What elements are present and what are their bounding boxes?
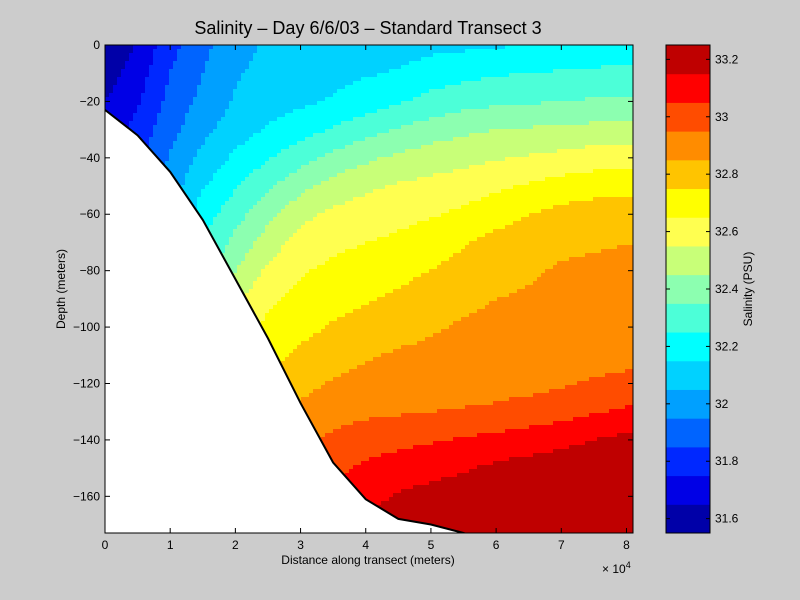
- colorbar-tick-label: 33.2: [715, 52, 739, 66]
- y-tick-label: −100: [73, 320, 100, 334]
- plot-area: [104, 44, 634, 534]
- colorbar-band: [666, 446, 710, 477]
- colorbar-tick-label: 32.8: [715, 167, 739, 181]
- y-axis: 0 −20 −40 −60 −80 −100 −120 −140 −160: [73, 38, 633, 503]
- colorbar-band: [666, 245, 710, 276]
- colorbar: 31.6 31.8 32 32.2 32.4 32.6 32.8 33 33.2 Salinit…: [665, 44, 755, 534]
- colorbar-band: [666, 188, 710, 218]
- x-tick-label: 4: [362, 538, 369, 552]
- x-axis-multiplier-base: × 10: [602, 562, 626, 576]
- colorbar-band: [666, 45, 710, 75]
- seafloor-line: [105, 109, 467, 533]
- colorbar-band: [666, 332, 710, 362]
- chart-title: Salinity – Day 6/6/03 – Standard Transec…: [194, 18, 541, 38]
- y-tick-label: −80: [80, 264, 101, 278]
- y-tick-label: −140: [73, 433, 100, 447]
- y-tick-label: −120: [73, 376, 100, 390]
- colorbar-band: [666, 217, 710, 247]
- x-axis-label: Distance along transect (meters): [281, 553, 454, 567]
- x-tick-label: 7: [558, 538, 565, 552]
- x-tick-label: 2: [232, 538, 239, 552]
- x-axis: 0 1 2 3 4 5 6 7 8: [102, 45, 630, 552]
- x-tick-label: 1: [167, 538, 174, 552]
- y-tick-label: −60: [80, 207, 101, 221]
- colorbar-tick-label: 32: [715, 397, 729, 411]
- colorbar-band: [666, 131, 710, 161]
- y-tick-label: −160: [73, 489, 100, 503]
- x-axis-multiplier: × 104: [602, 560, 631, 576]
- y-tick-label: −40: [80, 151, 101, 165]
- colorbar-label: Salinity (PSU): [741, 252, 755, 327]
- x-axis-multiplier-exponent: 4: [626, 560, 631, 570]
- seafloor-mask: [105, 109, 464, 533]
- colorbar-band: [666, 475, 710, 505]
- colorbar-tick-label: 33: [715, 110, 729, 124]
- x-tick-label: 0: [102, 538, 109, 552]
- colorbar-band: [666, 504, 710, 534]
- colorbar-band: [666, 303, 710, 333]
- x-tick-label: 6: [493, 538, 500, 552]
- colorbar-band: [666, 274, 710, 304]
- colorbar-band: [666, 102, 710, 132]
- y-axis-label: Depth (meters): [54, 249, 68, 329]
- colorbar-band: [666, 418, 710, 448]
- y-tick-label: −20: [80, 94, 101, 108]
- y-tick-label: 0: [93, 38, 100, 52]
- x-tick-label: 3: [297, 538, 304, 552]
- colorbar-ticks: 31.6 31.8 32 32.2 32.4 32.6 32.8 33 33.2: [666, 52, 739, 526]
- x-tick-label: 5: [428, 538, 435, 552]
- colorbar-bands: [666, 45, 710, 534]
- colorbar-band: [666, 159, 710, 190]
- colorbar-band: [666, 389, 710, 419]
- colorbar-band: [666, 73, 710, 103]
- colorbar-tick-label: 31.6: [715, 512, 739, 526]
- salinity-contour-field: [105, 45, 633, 533]
- plot-frame: [104, 44, 634, 534]
- colorbar-tick-label: 32.4: [715, 282, 739, 296]
- colorbar-tick-label: 31.8: [715, 454, 739, 468]
- colorbar-band: [666, 360, 710, 390]
- colorbar-tick-label: 32.2: [715, 339, 739, 353]
- colorbar-tick-label: 32.6: [715, 225, 739, 239]
- x-tick-label: 8: [623, 538, 630, 552]
